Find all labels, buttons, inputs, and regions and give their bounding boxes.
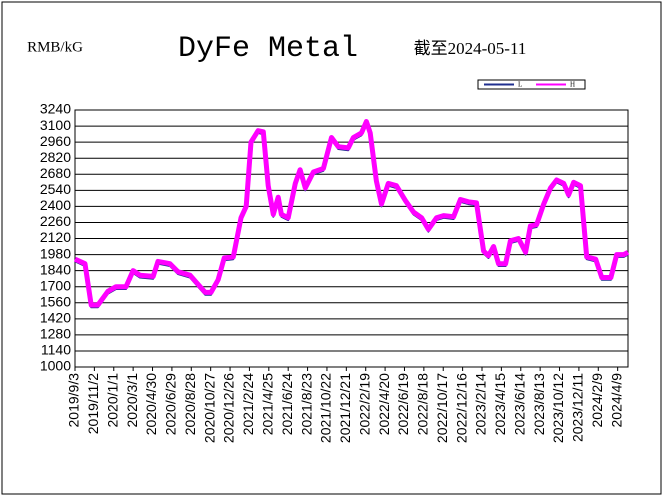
x-tick-label: 2021/8/23 bbox=[298, 373, 314, 435]
chart-title: DyFe Metal bbox=[178, 32, 358, 66]
y-tick-label: 1000 bbox=[40, 358, 71, 374]
y-tick-label: 1140 bbox=[41, 342, 71, 358]
y-tick-label: 2400 bbox=[40, 197, 71, 213]
y-tick-label: 2260 bbox=[40, 213, 71, 229]
x-tick-label: 2019/11/2 bbox=[85, 373, 101, 434]
x-tick-label: 2022/2/19 bbox=[356, 373, 372, 435]
x-tick-label: 2020/1/1 bbox=[104, 373, 120, 428]
y-tick-label: 2540 bbox=[40, 181, 71, 197]
y-tick-label: 2120 bbox=[40, 229, 71, 245]
x-tick-label: 2020/8/28 bbox=[182, 373, 198, 435]
x-tick-label: 2023/6/14 bbox=[511, 373, 527, 435]
x-tick-label: 2021/6/24 bbox=[279, 373, 295, 435]
y-tick-label: 1700 bbox=[40, 277, 71, 293]
y-tick-label: 3100 bbox=[40, 117, 71, 133]
x-tick-label: 2022/6/19 bbox=[395, 373, 411, 435]
x-tick-label: 2020/6/29 bbox=[163, 373, 179, 435]
x-tick-label: 2020/12/26 bbox=[221, 373, 237, 443]
y-tick-label: 1420 bbox=[40, 310, 71, 326]
x-tick-label: 2024/2/9 bbox=[589, 373, 605, 428]
x-tick-label: 2023/12/11 bbox=[570, 373, 586, 442]
y-tick-label: 2820 bbox=[40, 149, 71, 165]
x-tick-label: 2020/10/27 bbox=[201, 373, 217, 443]
x-tick-label: 2022/10/17 bbox=[434, 373, 450, 443]
x-tick-label: 2023/10/12 bbox=[550, 373, 566, 443]
x-tick-label: 2020/3/1 bbox=[124, 373, 140, 428]
y-tick-label: 1980 bbox=[40, 245, 71, 261]
x-tick-label: 2024/4/9 bbox=[608, 373, 624, 428]
legend-label: H bbox=[570, 81, 575, 89]
x-tick-label: 2023/2/14 bbox=[473, 373, 489, 435]
y-tick-label: 2680 bbox=[40, 165, 71, 181]
x-tick-label: 2020/4/30 bbox=[143, 373, 159, 435]
unit-label: RMB/kG bbox=[27, 39, 83, 55]
y-tick-label: 1280 bbox=[40, 326, 71, 342]
x-tick-label: 2021/2/24 bbox=[240, 373, 256, 435]
x-tick-label: 2021/12/21 bbox=[337, 373, 353, 443]
x-tick-label: 2021/10/22 bbox=[318, 373, 334, 443]
x-tick-label: 2023/8/13 bbox=[531, 373, 547, 435]
legend-label: L bbox=[518, 81, 522, 89]
x-tick-label: 2022/12/16 bbox=[453, 373, 469, 443]
x-tick-label: 2023/4/15 bbox=[492, 373, 508, 435]
y-tick-label: 1560 bbox=[40, 293, 71, 309]
y-tick-label: 3240 bbox=[40, 101, 71, 117]
x-tick-label: 2022/8/18 bbox=[415, 373, 431, 435]
series-line bbox=[73, 119, 630, 308]
x-tick-label: 2022/4/20 bbox=[376, 373, 392, 435]
date-note: 截至2024-05-11 bbox=[414, 39, 527, 58]
x-tick-label: 2021/4/25 bbox=[260, 373, 276, 435]
legend-box bbox=[477, 79, 586, 90]
y-tick-label: 1840 bbox=[40, 261, 71, 277]
x-tick-label: 2019/9/3 bbox=[66, 373, 82, 428]
y-tick-label: 2960 bbox=[40, 133, 71, 149]
